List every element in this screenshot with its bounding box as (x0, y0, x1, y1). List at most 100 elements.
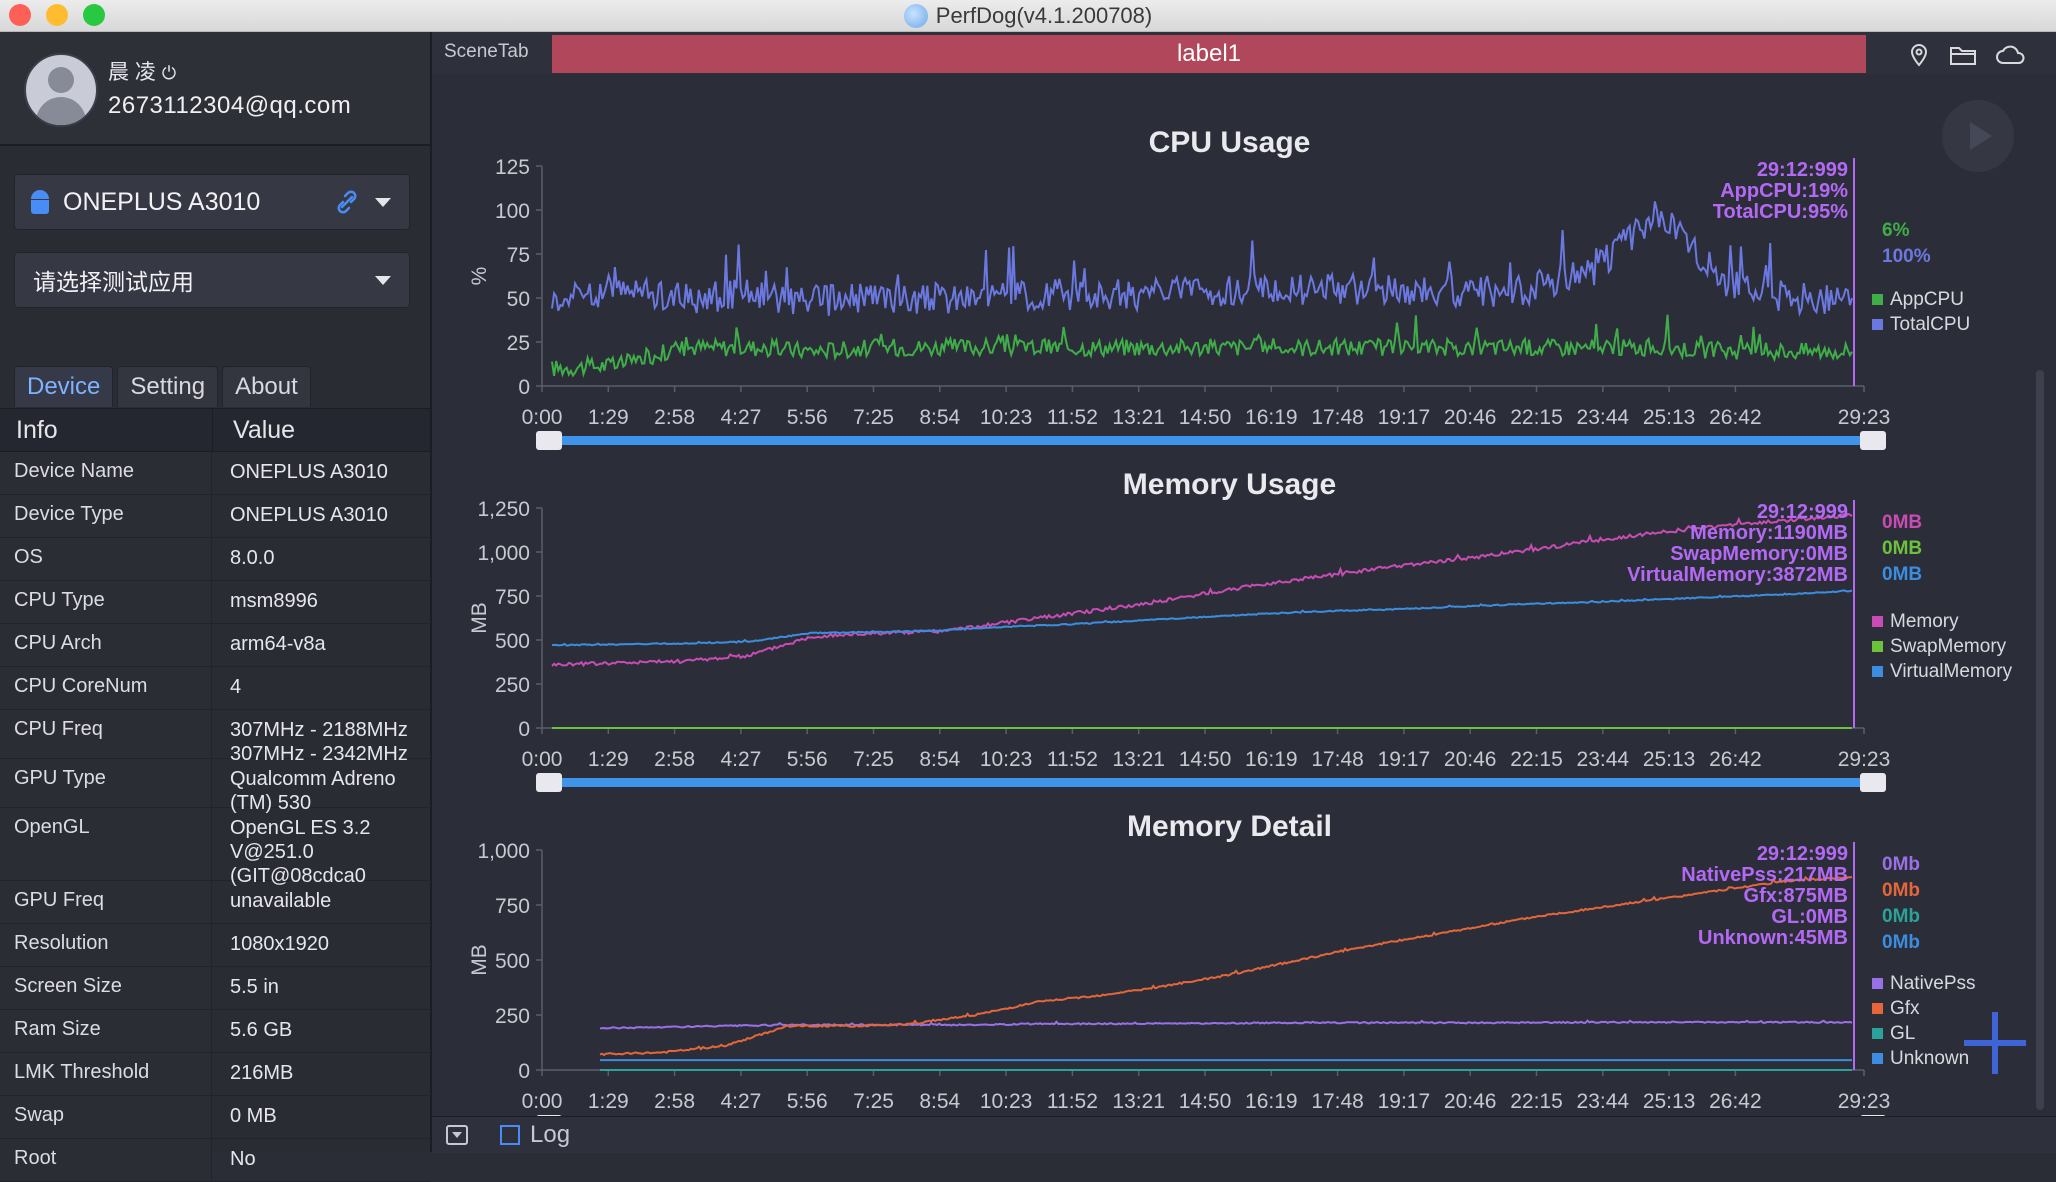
user-name: 晨 凌 (108, 61, 156, 84)
chevron-down-icon (375, 197, 391, 207)
info-value: 4 (230, 676, 242, 698)
info-value: 1080x1920 (230, 933, 329, 955)
logout-icon[interactable]: ⏻ (161, 63, 177, 83)
current-value: 6% (1882, 220, 1910, 241)
legend-label: Gfx (1890, 998, 1920, 1019)
table-row: CPU CoreNum 4 (0, 667, 430, 710)
x-tick-label: 13:21 (1112, 406, 1165, 429)
tooltip-text: 29:12:999 (1757, 501, 1848, 523)
tab-device[interactable]: Device (14, 366, 114, 407)
range-slider-left-handle (536, 773, 562, 792)
minimize-window-button[interactable] (46, 4, 68, 26)
play-icon[interactable] (1942, 100, 2014, 172)
close-window-button[interactable] (9, 4, 31, 26)
y-tick-label: 0 (518, 1060, 530, 1083)
tab-setting[interactable]: Setting (117, 366, 219, 407)
x-tick-label: 10:23 (980, 1090, 1033, 1113)
y-tick-label: 50 (507, 288, 530, 311)
table-row: CPU Type msm8996 (0, 581, 430, 624)
info-key: CPU CoreNum (0, 667, 212, 709)
range-slider-right-handle (1860, 431, 1886, 450)
vertical-scrollbar[interactable] (2034, 90, 2046, 1114)
info-value: msm8996 (230, 590, 318, 612)
x-tick-label: 23:44 (1577, 406, 1630, 429)
column-header-value: Value (212, 409, 295, 451)
user-email: 2673112304@qq.com (108, 92, 352, 119)
legend-swatch (1872, 978, 1883, 989)
memory-detail-plot[interactable]: 0 250 500 750 1,000 MB 0:00 1:29 2:58 4:27 5:56 7:2… (432, 770, 2032, 1170)
user-profile: 晨 凌 ⏻ 2673112304@qq.com (0, 32, 430, 146)
series-line-totalcpu (551, 201, 1853, 318)
scrollbar-thumb[interactable] (2036, 370, 2044, 1110)
info-key: OpenGL (0, 808, 212, 880)
tooltip-text: 29:12:999 (1757, 843, 1848, 865)
series-line-appcpu (551, 314, 1853, 378)
y-tick-label: 750 (495, 586, 530, 609)
info-key: Swap (0, 1096, 212, 1138)
info-value: No (230, 1148, 256, 1170)
x-tick-label: 29:23 (1838, 1090, 1891, 1113)
cpu-usage-plot[interactable]: 0 25 50 75 100 125% 0:00 1:29 2:58 4:27 5:56 7:25 8:… (432, 86, 2032, 486)
table-row: Screen Size 5.5 in (0, 967, 430, 1010)
x-tick-label: 4:27 (720, 748, 761, 771)
info-value: ONEPLUS A3010 (230, 504, 388, 526)
table-header: Info Value (0, 408, 430, 452)
link-icon[interactable] (333, 188, 361, 216)
x-tick-label: 5:56 (787, 406, 828, 429)
x-tick-label: 8:54 (919, 1090, 960, 1113)
folder-icon[interactable] (1948, 42, 1978, 68)
legend-swatch (1872, 666, 1883, 677)
chevron-down-icon (375, 275, 391, 285)
table-row: OS 8.0.0 (0, 538, 430, 581)
y-tick-label: 250 (495, 1005, 530, 1028)
x-tick-label: 16:19 (1245, 406, 1298, 429)
log-checkbox[interactable] (500, 1125, 520, 1145)
info-key: Device Name (0, 452, 212, 494)
avatar[interactable] (24, 53, 98, 127)
x-tick-label: 2:58 (654, 748, 695, 771)
x-tick-label: 1:29 (588, 748, 629, 771)
memory-usage-plot[interactable]: 0 250 500 750 1,000 1,250 MB 0:00 1:29 2:58 4:27 5:… (432, 428, 2032, 828)
y-tick-label: 100 (495, 200, 530, 223)
x-tick-label: 25:13 (1643, 406, 1696, 429)
location-icon[interactable] (1906, 42, 1932, 68)
legend-swatch (1872, 616, 1883, 627)
x-tick-label: 0:00 (522, 406, 563, 429)
x-tick-label: 10:23 (980, 748, 1033, 771)
cloud-icon[interactable] (1994, 42, 2028, 68)
tooltip-text: GL:0MB (1771, 906, 1848, 928)
android-icon (29, 190, 51, 214)
tooltip-text: AppCPU:19% (1720, 180, 1848, 202)
add-icon[interactable] (1964, 1012, 2026, 1074)
legend-label: SwapMemory (1890, 636, 2007, 657)
legend-label: AppCPU (1890, 289, 1964, 310)
scene-tab-label[interactable]: SceneTab (444, 41, 529, 62)
log-label: Log (530, 1121, 571, 1148)
left-panel: 晨 凌 ⏻ 2673112304@qq.com ONEPLUS A3010 请选择… (0, 32, 432, 1182)
table-row: GPU Freq unavailable (0, 881, 430, 924)
x-tick-label: 7:25 (853, 1090, 894, 1113)
scene-label-bar[interactable]: label1 (552, 35, 1866, 73)
tooltip-text: Gfx:875MB (1744, 885, 1848, 907)
x-tick-label: 5:56 (787, 748, 828, 771)
device-select[interactable]: ONEPLUS A3010 (14, 174, 410, 230)
collapse-dropdown-button[interactable] (446, 1125, 468, 1145)
app-select[interactable]: 请选择测试应用 (14, 252, 410, 308)
current-value: 0Mb (1882, 932, 1920, 953)
current-value: 0MB (1882, 564, 1922, 585)
x-tick-label: 22:15 (1510, 748, 1563, 771)
main-panel: SceneTab label1 CPU Usage 0 25 50 75 100 125%… (432, 32, 2056, 1153)
zoom-window-button[interactable] (83, 4, 105, 26)
x-tick-label: 20:46 (1444, 748, 1497, 771)
info-key: CPU Arch (0, 624, 212, 666)
y-tick-label: 1,000 (477, 542, 530, 565)
x-tick-label: 19:17 (1378, 406, 1431, 429)
range-slider-right-handle (1860, 773, 1886, 792)
tab-about[interactable]: About (222, 366, 311, 407)
x-tick-label: 13:21 (1112, 1090, 1165, 1113)
x-tick-label: 26:42 (1709, 1090, 1762, 1113)
info-value: unavailable (230, 890, 332, 912)
legend-label: GL (1890, 1023, 1915, 1044)
table-row: Ram Size 5.6 GB (0, 1010, 430, 1053)
y-tick-label: 750 (495, 895, 530, 918)
